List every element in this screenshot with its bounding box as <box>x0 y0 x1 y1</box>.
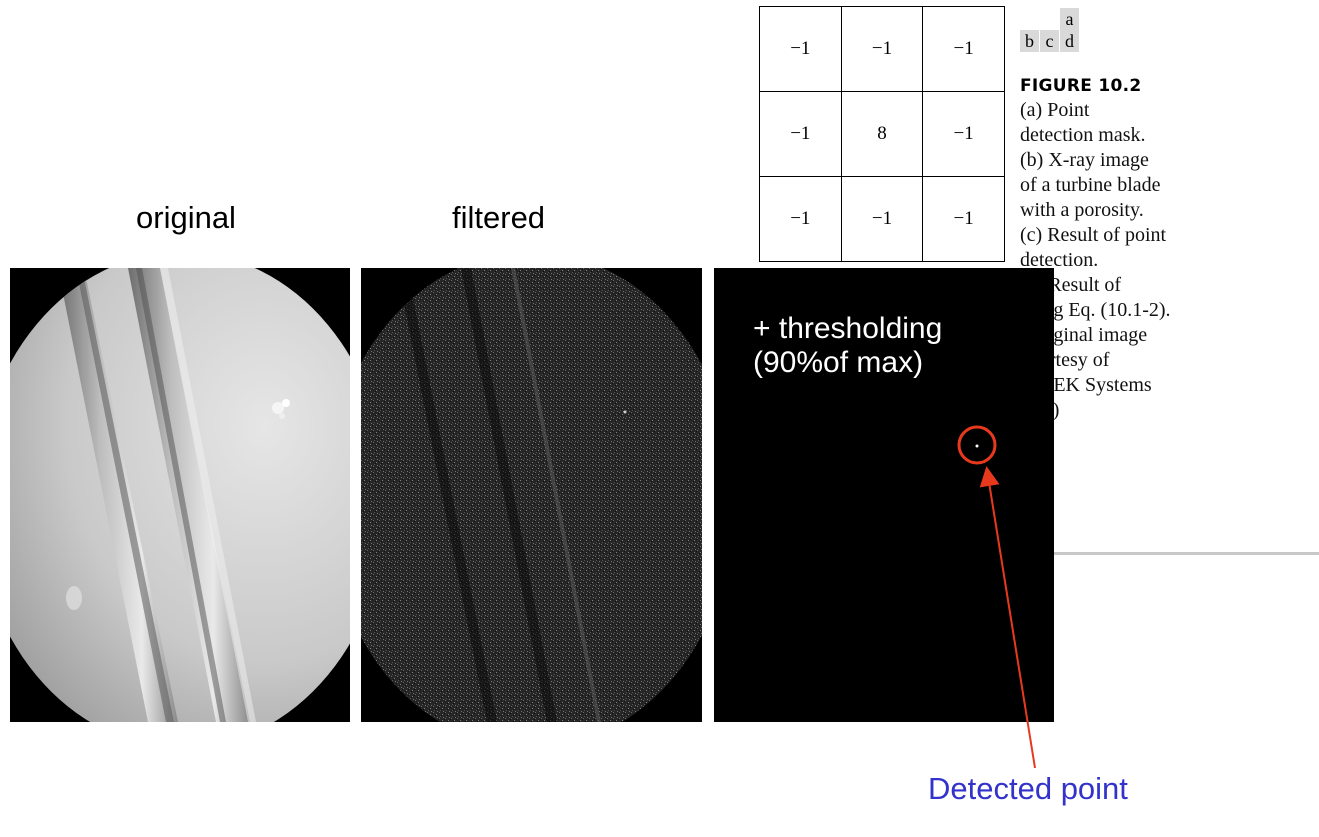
mask-cell: −1 <box>922 176 1005 262</box>
caption-line: of a turbine blade <box>1020 174 1161 196</box>
thresholding-line: (90%of max) <box>753 346 924 379</box>
caption-line: with a porosity. <box>1020 199 1144 221</box>
thresholding-line: + thresholding <box>753 312 943 345</box>
caption-line: detection mask. <box>1020 124 1146 146</box>
mask-cell: −1 <box>922 6 1005 92</box>
thresholding-caption: + thresholding (90%of max) <box>753 312 942 380</box>
filtered-graphic <box>361 268 702 722</box>
filtered-image <box>361 268 702 722</box>
point-detection-mask: −1 −1 −1 −1 8 −1 −1 −1 −1 <box>759 6 1005 262</box>
caption-line: using Eq. (10.1-2). <box>1020 299 1171 321</box>
mask-cell: −1 <box>840 176 924 262</box>
caption-divider <box>1020 552 1319 555</box>
figure-caption: (a) Point detection mask. (b) X-ray imag… <box>1020 98 1319 423</box>
key-cell-a: a <box>1060 8 1079 30</box>
detected-point-label: Detected point <box>928 771 1128 806</box>
detection-highlight-circle <box>957 425 997 465</box>
mask-row: −1 8 −1 <box>759 91 1005 177</box>
figure-title: FIGURE 10.2 <box>1020 76 1142 96</box>
detected-point-marker <box>975 444 979 448</box>
key-cell-d: d <box>1060 30 1079 52</box>
caption-line: detection. <box>1020 249 1099 271</box>
pointer-arrow <box>979 466 1036 769</box>
mask-cell: −1 <box>759 6 842 92</box>
original-xray-image <box>10 268 350 722</box>
thresholded-image <box>714 268 1054 722</box>
original-label: original <box>136 200 236 235</box>
mask-row: −1 −1 −1 <box>759 6 1005 92</box>
original-xray-graphic <box>10 268 350 722</box>
subfigure-layout-key: a b c d <box>1020 2 1100 62</box>
caption-line: (b) X-ray image <box>1020 149 1149 171</box>
mask-cell: −1 <box>922 91 1005 177</box>
mask-row: −1 −1 −1 <box>759 176 1005 262</box>
caption-line: (a) Point <box>1020 99 1090 121</box>
key-cell-c: c <box>1040 30 1059 52</box>
key-cell-b: b <box>1020 30 1039 52</box>
caption-line: (c) Result of point <box>1020 224 1167 246</box>
filtered-label: filtered <box>452 200 546 235</box>
